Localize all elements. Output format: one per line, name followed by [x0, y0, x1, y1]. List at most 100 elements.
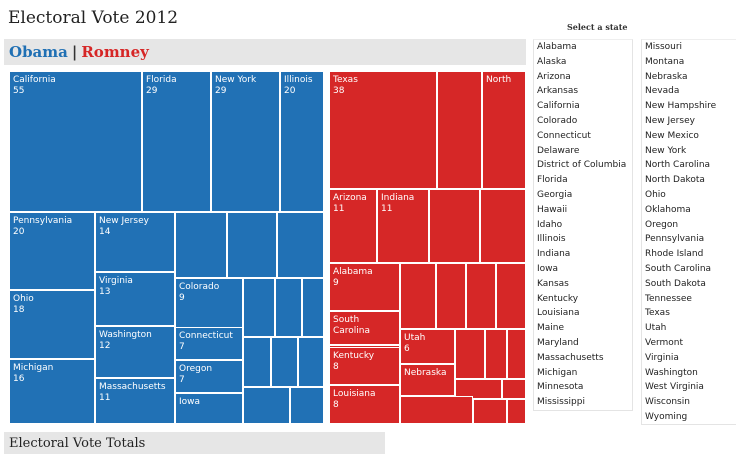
state-option-wisconsin[interactable]: Wisconsin	[645, 397, 690, 408]
state-option-minnesota[interactable]: Minnesota	[537, 382, 584, 393]
treemap-cell-state-17[interactable]	[277, 212, 324, 278]
state-option-idaho[interactable]: Idaho	[537, 219, 563, 230]
treemap-cell-state-37[interactable]	[496, 263, 526, 329]
treemap-cell-oregon[interactable]: Oregon 7	[175, 360, 243, 393]
state-option-california[interactable]: California	[537, 101, 580, 112]
treemap-cell-florida[interactable]: Florida 29	[142, 71, 211, 212]
state-option-missouri[interactable]: Missouri	[645, 42, 683, 52]
treemap-cell-state-24[interactable]	[243, 387, 290, 424]
state-option-south-dakota[interactable]: South Dakota	[645, 278, 706, 289]
state-option-texas[interactable]: Texas	[645, 308, 670, 319]
treemap-cell-state-23[interactable]	[298, 337, 324, 387]
state-option-pennsylvania[interactable]: Pennsylvania	[645, 234, 705, 245]
state-list-column-1[interactable]: Alabama Alaska Arizona Arkansas California Co…	[533, 39, 633, 411]
state-option-florida[interactable]: Florida	[537, 175, 568, 186]
state-option-new-jersey[interactable]: New Jersey	[645, 115, 695, 126]
treemap-cell-state-15[interactable]	[175, 212, 227, 278]
state-option-nevada[interactable]: Nevada	[645, 86, 680, 97]
state-option-alaska[interactable]: Alaska	[537, 56, 567, 67]
treemap-cell-state-47[interactable]	[455, 379, 502, 399]
state-option-delaware[interactable]: Delaware	[537, 145, 580, 156]
treemap-cell-pennsylvania[interactable]: Pennsylvania 20	[9, 212, 95, 290]
treemap-cell-utah[interactable]: Utah 6	[400, 329, 455, 364]
treemap-cell-state-51[interactable]	[473, 399, 507, 424]
treemap-cell-state-36[interactable]	[466, 263, 496, 329]
treemap-cell-new-jersey[interactable]: New Jersey 14	[95, 212, 175, 272]
state-option-north-dakota[interactable]: North Dakota	[645, 175, 705, 186]
state-option-connecticut[interactable]: Connecticut	[537, 130, 591, 141]
state-option-iowa[interactable]: Iowa	[537, 263, 559, 274]
treemap-cell-iowa[interactable]: Iowa	[175, 393, 243, 424]
treemap-cell-washington[interactable]: Washington 12	[95, 326, 175, 378]
treemap-cell-california[interactable]: California 55	[9, 71, 142, 212]
state-option-district-of-columbia[interactable]: District of Columbia	[537, 160, 627, 171]
treemap-cell-michigan[interactable]: Michigan 16	[9, 359, 95, 424]
treemap-cell-state-43[interactable]	[485, 329, 507, 379]
state-option-michigan[interactable]: Michigan	[537, 367, 578, 378]
treemap-cell-state-20[interactable]	[302, 278, 324, 337]
treemap-cell-massachusetts[interactable]: Massachusetts 11	[95, 378, 175, 424]
state-list-column-2[interactable]: Missouri Montana Nebraska Nevada New Hampshi…	[641, 39, 736, 425]
state-option-utah[interactable]: Utah	[645, 323, 667, 334]
state-option-massachusetts[interactable]: Massachusetts	[537, 352, 604, 363]
treemap-cell-state-44[interactable]	[507, 329, 526, 379]
state-option-kentucky[interactable]: Kentucky	[537, 293, 579, 304]
state-option-west-virginia[interactable]: West Virginia	[645, 382, 704, 393]
treemap-cell-state-28[interactable]	[437, 71, 482, 189]
treemap-cell-illinois[interactable]: Illinois 20	[280, 71, 324, 212]
state-option-maine[interactable]: Maine	[537, 323, 565, 334]
treemap-cell-north[interactable]: North	[482, 71, 526, 189]
state-option-new-hampshire[interactable]: New Hampshire	[645, 101, 717, 112]
treemap-cell-ohio[interactable]: Ohio 18	[9, 290, 95, 359]
treemap-cell-state-31[interactable]	[429, 189, 480, 263]
treemap-cell-arizona[interactable]: Arizona 11	[329, 189, 377, 263]
state-option-virginia[interactable]: Virginia	[645, 352, 679, 363]
state-option-washington[interactable]: Washington	[645, 367, 698, 378]
treemap-cell-state-48[interactable]	[502, 379, 526, 399]
state-option-new-mexico[interactable]: New Mexico	[645, 130, 699, 141]
treemap-cell-kentucky[interactable]: Kentucky 8	[329, 347, 400, 385]
state-option-north-carolina[interactable]: North Carolina	[645, 160, 711, 171]
treemap-cell-connecticut[interactable]: Connecticut 7	[175, 327, 243, 360]
state-option-nebraska[interactable]: Nebraska	[645, 71, 688, 82]
treemap-cell-state-21[interactable]	[243, 337, 271, 387]
state-option-hawaii[interactable]: Hawaii	[537, 204, 568, 215]
state-option-louisiana[interactable]: Louisiana	[537, 308, 580, 319]
state-option-vermont[interactable]: Vermont	[645, 337, 684, 348]
treemap-cell-indiana[interactable]: Indiana 11	[377, 189, 429, 263]
state-option-ohio[interactable]: Ohio	[645, 189, 666, 200]
state-option-montana[interactable]: Montana	[645, 56, 685, 67]
state-option-alabama[interactable]: Alabama	[537, 42, 577, 52]
state-option-rhode-island[interactable]: Rhode Island	[645, 249, 704, 260]
treemap-cell-texas[interactable]: Texas 38	[329, 71, 437, 189]
treemap-cell-louisiana[interactable]: Louisiana 8	[329, 385, 400, 424]
state-option-arizona[interactable]: Arizona	[537, 71, 571, 82]
state-option-new-york[interactable]: New York	[645, 145, 687, 156]
state-option-maryland[interactable]: Maryland	[537, 337, 579, 348]
state-option-tennessee[interactable]: Tennessee	[645, 293, 692, 304]
treemap-cell-state-16[interactable]	[227, 212, 277, 278]
treemap-cell-state-18[interactable]	[243, 278, 275, 337]
treemap-cell-state-42[interactable]	[455, 329, 485, 379]
treemap-cell-nebraska[interactable]: Nebraska	[400, 364, 455, 396]
treemap-cell-new-york[interactable]: New York 29	[211, 71, 280, 212]
state-option-oregon[interactable]: Oregon	[645, 219, 679, 230]
treemap-cell-alabama[interactable]: Alabama 9	[329, 263, 400, 311]
treemap-cell-south-carolina[interactable]: South Carolina	[329, 311, 400, 345]
state-option-colorado[interactable]: Colorado	[537, 115, 578, 126]
state-option-mississippi[interactable]: Mississippi	[537, 397, 585, 408]
state-option-kansas[interactable]: Kansas	[537, 278, 569, 289]
state-option-wyoming[interactable]: Wyoming	[645, 411, 688, 422]
treemap-cell-virginia[interactable]: Virginia 13	[95, 272, 175, 326]
obama-label[interactable]: Obama	[9, 43, 68, 61]
state-option-illinois[interactable]: Illinois	[537, 234, 566, 245]
romney-label[interactable]: Romney	[81, 43, 149, 61]
treemap-cell-state-35[interactable]	[436, 263, 466, 329]
treemap-cell-state-32[interactable]	[480, 189, 526, 263]
treemap-cell-state-22[interactable]	[271, 337, 298, 387]
state-option-arkansas[interactable]: Arkansas	[537, 86, 579, 97]
treemap-cell-state-50[interactable]	[400, 396, 473, 424]
state-option-south-carolina[interactable]: South Carolina	[645, 263, 712, 274]
state-option-oklahoma[interactable]: Oklahoma	[645, 204, 691, 215]
treemap-cell-state-25[interactable]	[290, 387, 324, 424]
